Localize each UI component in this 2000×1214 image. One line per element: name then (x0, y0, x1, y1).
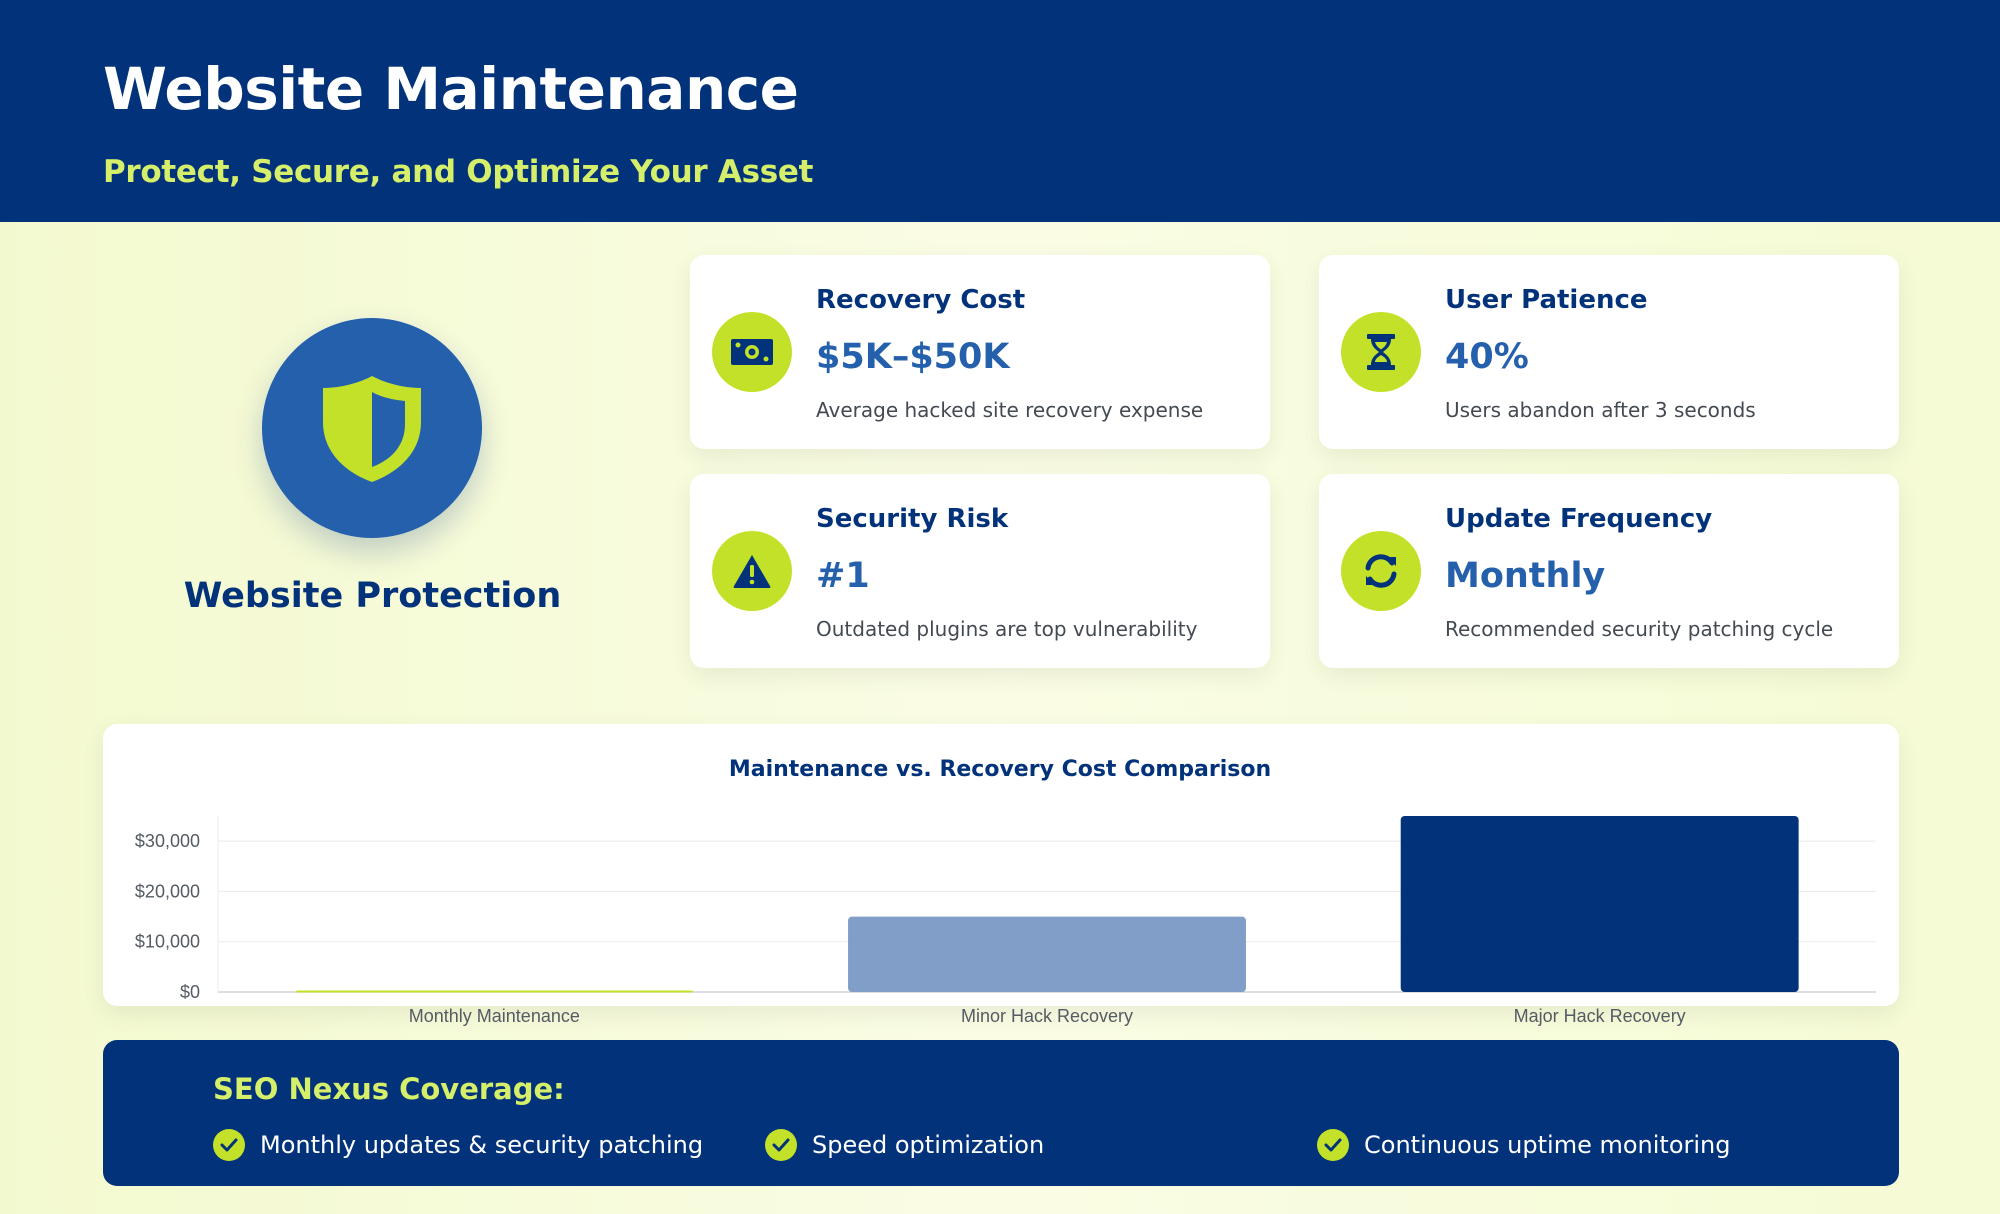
chart-x-tick-label: Monthly Maintenance (409, 1006, 580, 1026)
chart-bar (295, 990, 694, 993)
cost-comparison-chart: Maintenance vs. Recovery Cost Comparison… (135, 757, 1876, 1026)
coverage-item: Continuous uptime monitoring (1317, 1128, 1731, 1162)
stat-card-user-patience: User Patience 40% Users abandon after 3 … (1319, 255, 1899, 449)
chart-x-tick-label: Minor Hack Recovery (961, 1006, 1133, 1026)
stat-label: Update Frequency (1445, 504, 1713, 534)
page-title: Website Maintenance (103, 55, 799, 123)
chart-y-tick-label: $30,000 (135, 831, 200, 851)
page-subtitle: Protect, Secure, and Optimize Your Asset (103, 154, 814, 190)
stat-value: 40% (1445, 337, 1529, 377)
check-icon (1317, 1129, 1349, 1161)
stat-value: Monthly (1445, 556, 1606, 596)
chart-bar (1400, 816, 1799, 992)
stat-description: Users abandon after 3 seconds (1445, 398, 1756, 422)
stat-value: #1 (816, 556, 870, 596)
check-icon (213, 1129, 245, 1161)
chart-y-tick-label: $0 (180, 982, 200, 1002)
stat-description: Average hacked site recovery expense (816, 398, 1204, 422)
money-icon (712, 312, 792, 392)
coverage-item-text: Speed optimization (812, 1131, 1045, 1159)
stat-description: Recommended security patching cycle (1445, 617, 1834, 641)
stat-label: Security Risk (816, 504, 1009, 534)
check-icon (765, 1129, 797, 1161)
stat-description: Outdated plugins are top vulnerability (816, 617, 1198, 641)
refresh-icon (1341, 531, 1421, 611)
chart-bar (848, 916, 1246, 992)
stat-label: Recovery Cost (816, 285, 1026, 315)
chart-title: Maintenance vs. Recovery Cost Comparison (729, 757, 1271, 782)
warning-icon (712, 531, 792, 611)
coverage-item-text: Monthly updates & security patching (260, 1131, 704, 1159)
stat-card-update-frequency: Update Frequency Monthly Recommended sec… (1319, 474, 1899, 668)
hourglass-icon (1341, 312, 1421, 392)
header-banner: Website Maintenance Protect, Secure, and… (0, 0, 2000, 222)
coverage-panel: SEO Nexus Coverage: Monthly updates & se… (103, 1040, 1899, 1186)
chart-x-tick-label: Major Hack Recovery (1514, 1006, 1686, 1026)
stat-card-recovery-cost: Recovery Cost $5K–$50K Average hacked si… (690, 255, 1270, 449)
chart-y-tick-label: $20,000 (135, 881, 200, 901)
hero-shield-badge (262, 318, 482, 538)
chart-y-tick-label: $10,000 (135, 932, 200, 952)
coverage-item: Monthly updates & security patching (213, 1128, 703, 1162)
stat-label: User Patience (1445, 285, 1648, 315)
stat-value: $5K–$50K (816, 337, 1010, 377)
shield-icon (323, 376, 421, 482)
coverage-title: SEO Nexus Coverage: (213, 1072, 565, 1106)
stat-card-security-risk: Security Risk #1 Outdated plugins are to… (690, 474, 1270, 668)
coverage-item: Speed optimization (765, 1128, 1044, 1162)
hero-title: Website Protection (183, 576, 562, 616)
coverage-item-text: Continuous uptime monitoring (1364, 1131, 1731, 1159)
